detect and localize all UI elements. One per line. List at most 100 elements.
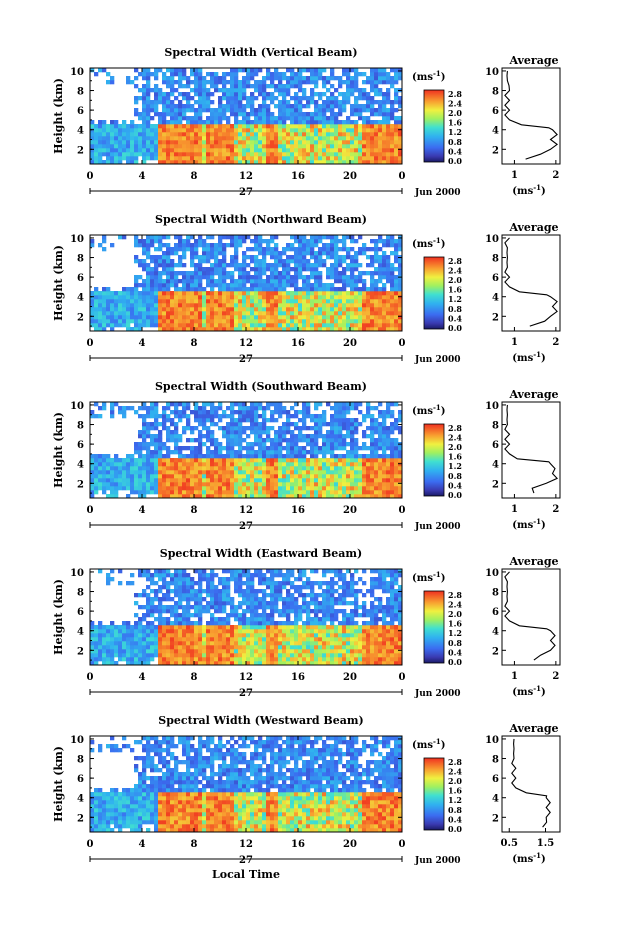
heatmap-cell [294, 458, 299, 463]
heatmap-cell [118, 311, 123, 316]
heatmap-cell [194, 418, 199, 423]
heatmap-cell [386, 438, 391, 443]
heatmap-cell [358, 454, 363, 459]
heatmap-cell [246, 442, 251, 447]
heatmap-cell [166, 482, 171, 487]
heatmap-cell [254, 466, 259, 471]
heatmap-cell [266, 406, 271, 411]
heatmap-cell [382, 152, 387, 157]
heatmap-cell [338, 271, 343, 276]
heatmap-cell [182, 247, 187, 252]
heatmap-cell [198, 88, 203, 93]
heatmap-cell [266, 478, 271, 483]
heatmap-cell [162, 291, 167, 296]
heatmap-cell [210, 283, 215, 288]
heatmap-cell [342, 267, 347, 272]
heatmap-cell [254, 255, 259, 260]
heatmap-cell [370, 279, 375, 284]
heatmap-cell [346, 402, 351, 407]
heatmap-cell [334, 243, 339, 248]
heatmap-cell [126, 486, 131, 491]
heatmap-cell [298, 104, 303, 109]
heatmap-cell [214, 438, 219, 443]
heatmap-cell [158, 494, 163, 499]
heatmap-cell [122, 152, 127, 157]
heatmap-cell [366, 303, 371, 308]
heatmap-cell [146, 569, 151, 574]
heatmap-cell [370, 144, 375, 149]
heatmap-cell [266, 470, 271, 475]
heatmap-cell [306, 414, 311, 419]
avg-y-tick-label: 6 [492, 106, 499, 117]
heatmap-cell [102, 466, 107, 471]
heatmap-cell [306, 287, 311, 292]
heatmap-cell [146, 637, 151, 642]
heatmap-cell [174, 152, 179, 157]
heatmap-cell [214, 454, 219, 459]
heatmap-cell [310, 454, 315, 459]
heatmap-cell [146, 72, 151, 77]
heatmap-cell [98, 470, 103, 475]
heatmap-cell [398, 470, 403, 475]
heatmap-cell [202, 434, 207, 439]
heatmap-cell [234, 319, 239, 324]
heatmap-cell [90, 307, 95, 312]
heatmap-cell [94, 156, 99, 161]
heatmap-cell [338, 108, 343, 113]
heatmap-cell [294, 414, 299, 419]
heatmap-cell [218, 446, 223, 451]
heatmap-cell [142, 160, 147, 165]
heatmap-cell [154, 426, 159, 431]
heatmap-cell [122, 128, 127, 133]
heatmap-cell [318, 235, 323, 240]
heatmap-cell [154, 474, 159, 479]
heatmap-cell [346, 474, 351, 479]
heatmap-cell [182, 76, 187, 81]
heatmap-cell [214, 255, 219, 260]
heatmap-cell [262, 303, 267, 308]
heatmap-cell [346, 80, 351, 85]
heatmap-cell [274, 88, 279, 93]
heatmap-cell [242, 486, 247, 491]
heatmap-cell [194, 458, 199, 463]
heatmap-cell [374, 438, 379, 443]
heatmap-cell [110, 291, 115, 296]
heatmap-cell [110, 299, 115, 304]
heatmap-cell [166, 450, 171, 455]
heatmap-cell [350, 442, 355, 447]
heatmap-cell [274, 430, 279, 435]
heatmap-cell [162, 482, 167, 487]
heatmap-cell [170, 76, 175, 81]
heatmap-cell [310, 92, 315, 97]
heatmap-cell [346, 72, 351, 77]
heatmap-cell [210, 315, 215, 320]
heatmap-cell [182, 140, 187, 145]
heatmap-cell [342, 482, 347, 487]
heatmap-cell [302, 160, 307, 165]
heatmap-cell [310, 494, 315, 499]
heatmap-cell [306, 478, 311, 483]
heatmap-cell [166, 454, 171, 459]
heatmap-cell [274, 486, 279, 491]
heatmap-cell [218, 124, 223, 129]
heatmap-cell [298, 458, 303, 463]
heatmap-cell [274, 303, 279, 308]
heatmap-cell [382, 311, 387, 316]
heatmap-cell [206, 255, 211, 260]
heatmap-cell [282, 315, 287, 320]
heatmap-cell [334, 275, 339, 280]
heatmap-cell [286, 100, 291, 105]
heatmap-cell [346, 295, 351, 300]
heatmap-cell [126, 621, 131, 626]
heatmap-cell [118, 458, 123, 463]
unit-close: ) [441, 72, 446, 83]
heatmap-cell [134, 641, 139, 646]
heatmap-cell [390, 426, 395, 431]
heatmap-cell [138, 259, 143, 264]
heatmap-cell [314, 474, 319, 479]
heatmap-cell [286, 307, 291, 312]
heatmap-cell [330, 144, 335, 149]
heatmap-cell [210, 482, 215, 487]
heatmap-cell [170, 136, 175, 141]
heatmap-cell [154, 124, 159, 129]
